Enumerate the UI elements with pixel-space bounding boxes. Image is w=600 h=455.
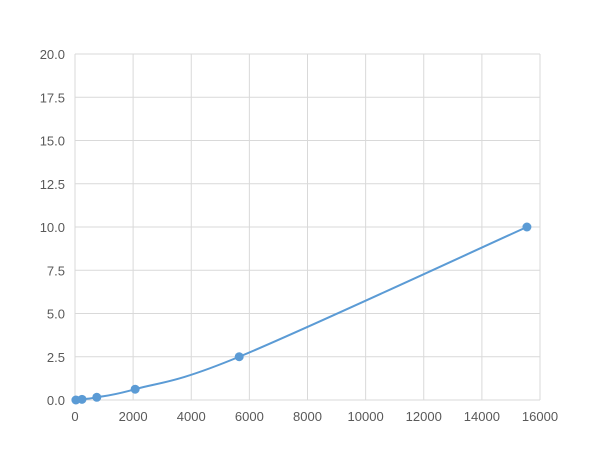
x-tick-label: 16000 [522, 409, 558, 424]
y-tick-label: 7.5 [47, 263, 65, 278]
x-tick-label: 4000 [177, 409, 206, 424]
x-tick-label: 12000 [406, 409, 442, 424]
x-tick-label: 6000 [235, 409, 264, 424]
y-tick-label: 2.5 [47, 350, 65, 365]
y-tick-label: 20.0 [40, 47, 65, 62]
y-tick-label: 17.5 [40, 90, 65, 105]
y-tick-label: 12.5 [40, 177, 65, 192]
x-tick-label: 0 [71, 409, 78, 424]
y-tick-label: 0.0 [47, 393, 65, 408]
data-point [130, 384, 140, 394]
y-tick-label: 10.0 [40, 220, 65, 235]
data-point [77, 394, 87, 404]
x-tick-label: 10000 [348, 409, 384, 424]
x-tick-label: 14000 [464, 409, 500, 424]
y-tick-label: 5.0 [47, 307, 65, 322]
data-point [522, 222, 532, 232]
data-point [92, 392, 102, 402]
y-tick-label: 15.0 [40, 134, 65, 149]
x-tick-label: 8000 [293, 409, 322, 424]
data-point [234, 352, 244, 362]
x-tick-label: 2000 [119, 409, 148, 424]
